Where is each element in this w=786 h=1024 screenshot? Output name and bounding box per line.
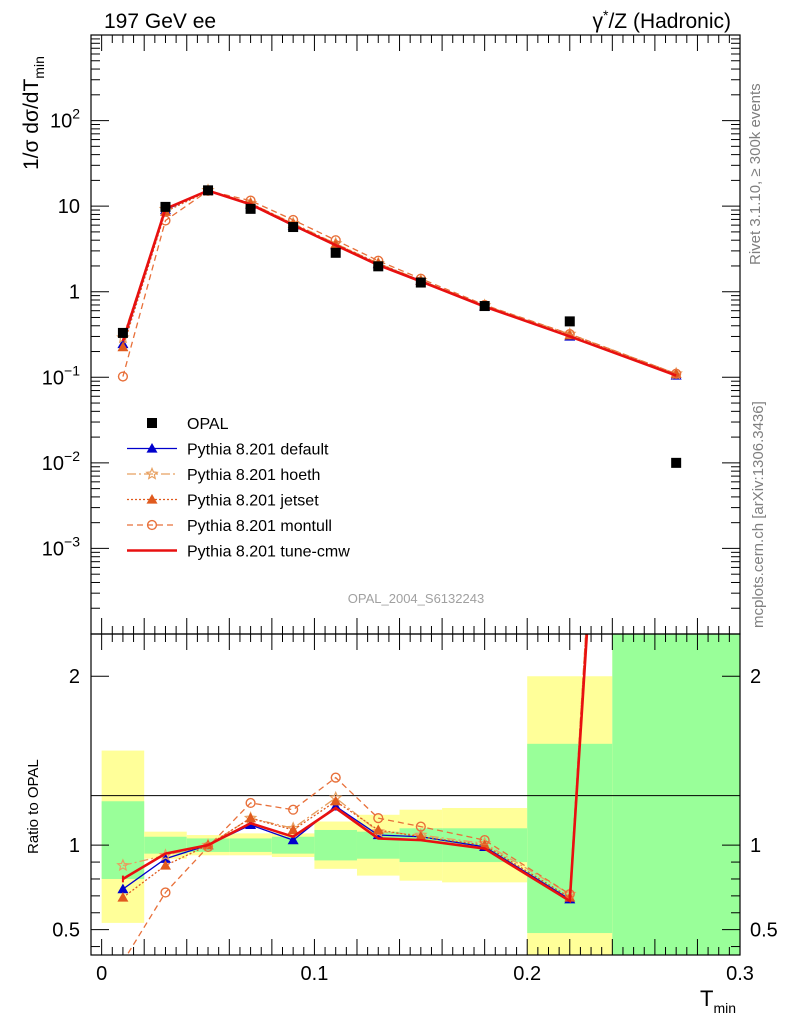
ratio-point-jetset <box>372 824 384 835</box>
analysis-id-label: OPAL_2004_S6132243 <box>348 591 484 606</box>
data-point-opal <box>288 222 299 233</box>
ratio-point-jetset <box>415 831 427 841</box>
ratio-point-montull <box>245 797 256 809</box>
main-y-tick-label: 10−2 <box>42 448 80 475</box>
ratio-y-tick-label-right: 2 <box>750 666 761 688</box>
ratio-band-inner-0 <box>101 801 145 879</box>
x-tick-label: 0.1 <box>301 963 329 985</box>
ratio-line-jetset <box>122 634 587 899</box>
main-y-tick-label: 10−3 <box>42 533 80 560</box>
data-point-opal <box>203 185 214 196</box>
legend-label-jetset: Pythia 8.201 jetset <box>187 493 319 510</box>
ratio-band-inner-4 <box>271 836 315 854</box>
legend-label-opal: OPAL <box>187 416 229 433</box>
x-tick-label: 0.3 <box>726 963 754 985</box>
data-point-opal <box>245 203 256 214</box>
main-axis-ticks <box>91 35 741 635</box>
ratio-point-hoeth <box>116 858 130 872</box>
main-y-tick-label: 10 <box>58 196 80 218</box>
ratio-point-jetset <box>287 824 299 835</box>
data-point-opal <box>415 277 426 288</box>
ratio-point-montull <box>415 821 426 832</box>
legend-marker-hoeth <box>145 466 159 480</box>
data-point-opal <box>564 316 575 327</box>
ratio-point-default <box>117 883 129 894</box>
ratio-line-montull <box>126 634 587 955</box>
rivet-version-text: Rivet 3.1.10, ≥ 300k events <box>747 83 764 265</box>
series-line-cmw <box>121 189 677 377</box>
series-point-montull <box>117 371 129 382</box>
ratio-point-default <box>330 800 342 811</box>
legend-marker-jetset <box>146 494 158 504</box>
ratio-y-tick-label-left: 1 <box>69 835 80 857</box>
ratio-point-default <box>287 834 299 845</box>
main-panel-series <box>116 183 683 468</box>
ratio-band-inner-9 <box>527 743 613 934</box>
ratio-point-montull <box>288 804 299 815</box>
ratio-point-montull <box>160 887 171 898</box>
ratio-panel-series <box>116 634 589 966</box>
ratio-point-jetset <box>159 859 171 870</box>
x-tick-label: 0.2 <box>513 963 541 985</box>
series-line-default <box>122 189 677 377</box>
main-y-tick-label: 1 <box>69 282 80 304</box>
main-y-tick-label: 102 <box>50 106 80 133</box>
ratio-y-tick-label-right: 0.5 <box>750 920 778 942</box>
legend-label-default: Pythia 8.201 default <box>187 442 329 459</box>
ratio-point-jetset <box>245 812 257 823</box>
legend-opal-marker <box>147 418 157 428</box>
ratio-y-axis-label: Ratio to OPAL <box>25 759 42 854</box>
main-y-axis-label: 1/σ dσ/dTmin <box>20 56 47 170</box>
header-right: γ*/Z (Hadronic) <box>593 7 731 33</box>
ratio-axis-ticks <box>91 634 741 955</box>
ratio-line-cmw <box>122 634 589 904</box>
ratio-point-montull <box>479 835 490 846</box>
ratio-point-jetset <box>117 892 129 902</box>
ratio-point-jetset <box>330 795 342 806</box>
ratio-band-inner-1 <box>144 836 187 854</box>
data-point-opal <box>330 247 341 258</box>
ratio-band-inner-5 <box>314 829 357 861</box>
ratio-point-montull <box>373 813 384 824</box>
ratio-y-tick-label-left: 0.5 <box>52 920 80 942</box>
x-axis-label: Tmin <box>700 986 736 1016</box>
legend-label-montull: Pythia 8.201 montull <box>187 518 332 535</box>
data-point-opal <box>160 201 171 212</box>
ratio-y-tick-label-right: 1 <box>750 835 761 857</box>
ratio-point-montull <box>119 957 128 966</box>
data-point-opal <box>671 457 682 468</box>
header-left: 197 GeV ee <box>104 10 216 33</box>
ratio-band-inner-3 <box>229 838 272 852</box>
legend-label-cmw: Pythia 8.201 tune-cmw <box>187 544 350 561</box>
ratio-point-montull <box>330 772 341 783</box>
ratio-band-inner-10 <box>612 634 740 955</box>
data-point-opal <box>373 261 384 272</box>
ratio-point-hoeth <box>371 824 385 838</box>
legend-marker-default <box>146 443 158 453</box>
ratio-uncertainty-bands <box>101 634 740 955</box>
series-line-montull <box>122 190 677 377</box>
legend-marker-montull <box>146 519 158 531</box>
series-point-jetset <box>117 341 129 352</box>
legend: OPAL Pythia 8.201 default Pythia 8.201 hoe… <box>127 416 350 561</box>
mcplots-reference-text: mcplots.cern.ch [arXiv:1306.3436] <box>750 401 767 628</box>
ratio-y-tick-label-left: 2 <box>69 666 80 688</box>
x-tick-label: 0 <box>96 963 107 985</box>
ratio-plot-frame <box>90 633 741 956</box>
data-point-opal <box>479 301 490 312</box>
data-point-opal <box>117 327 128 338</box>
main-y-tick-label: 10−1 <box>42 362 80 389</box>
legend-label-hoeth: Pythia 8.201 hoeth <box>187 467 320 484</box>
